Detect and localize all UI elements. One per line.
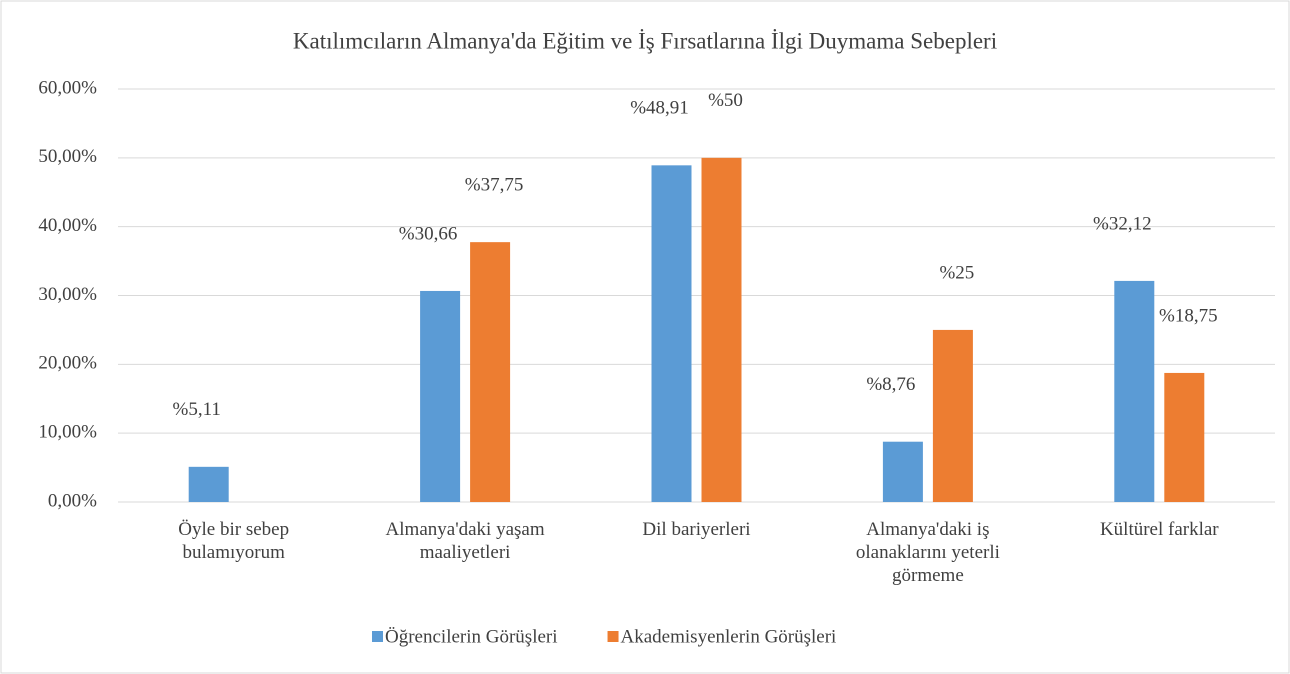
y-tick-label: 50,00% [38,146,97,167]
bar [420,290,461,502]
data-label: %25 [939,262,974,283]
x-tick-label: Almanya'daki yaşam maaliyetleri [385,519,545,563]
bar [1114,280,1155,502]
data-label: %18,75 [1159,305,1218,326]
x-tick-label: Kültürel farklar [1099,519,1219,540]
bar [701,157,742,503]
chart-title: Katılımcıların Almanya'da Eğitim ve İş F… [293,28,997,53]
data-label: %30,66 [399,223,458,244]
bar [470,242,511,502]
data-label: %48,91 [630,98,689,119]
bar [882,441,923,502]
x-tick-label: Almanya'daki iş olanaklarını yeterli gör… [855,519,1000,586]
data-label: %32,12 [1093,213,1152,234]
y-tick-label: 30,00% [38,284,97,305]
legend-swatch [372,631,383,642]
bar [1164,372,1205,502]
data-label: %37,75 [465,175,524,196]
bar [651,165,692,502]
x-tick-label: Öyle bir sebep bulamıyorum [178,519,290,563]
legend-label: Öğrencilerin Görüşleri [385,626,558,647]
bar [932,329,973,502]
y-tick-label: 0,00% [48,490,97,511]
bar [188,466,229,502]
y-tick-label: 60,00% [38,77,97,98]
y-tick-label: 20,00% [38,353,97,374]
legend-label: Akademisyenlerin Görüşleri [621,626,837,647]
legend-swatch [607,631,619,642]
y-tick-label: 40,00% [38,215,97,236]
data-label: %50 [708,90,743,111]
data-label: %5,11 [173,399,221,420]
x-tick-label: Dil bariyerleri [642,519,751,540]
y-tick-label: 10,00% [38,422,97,443]
data-label: %8,76 [866,374,915,395]
